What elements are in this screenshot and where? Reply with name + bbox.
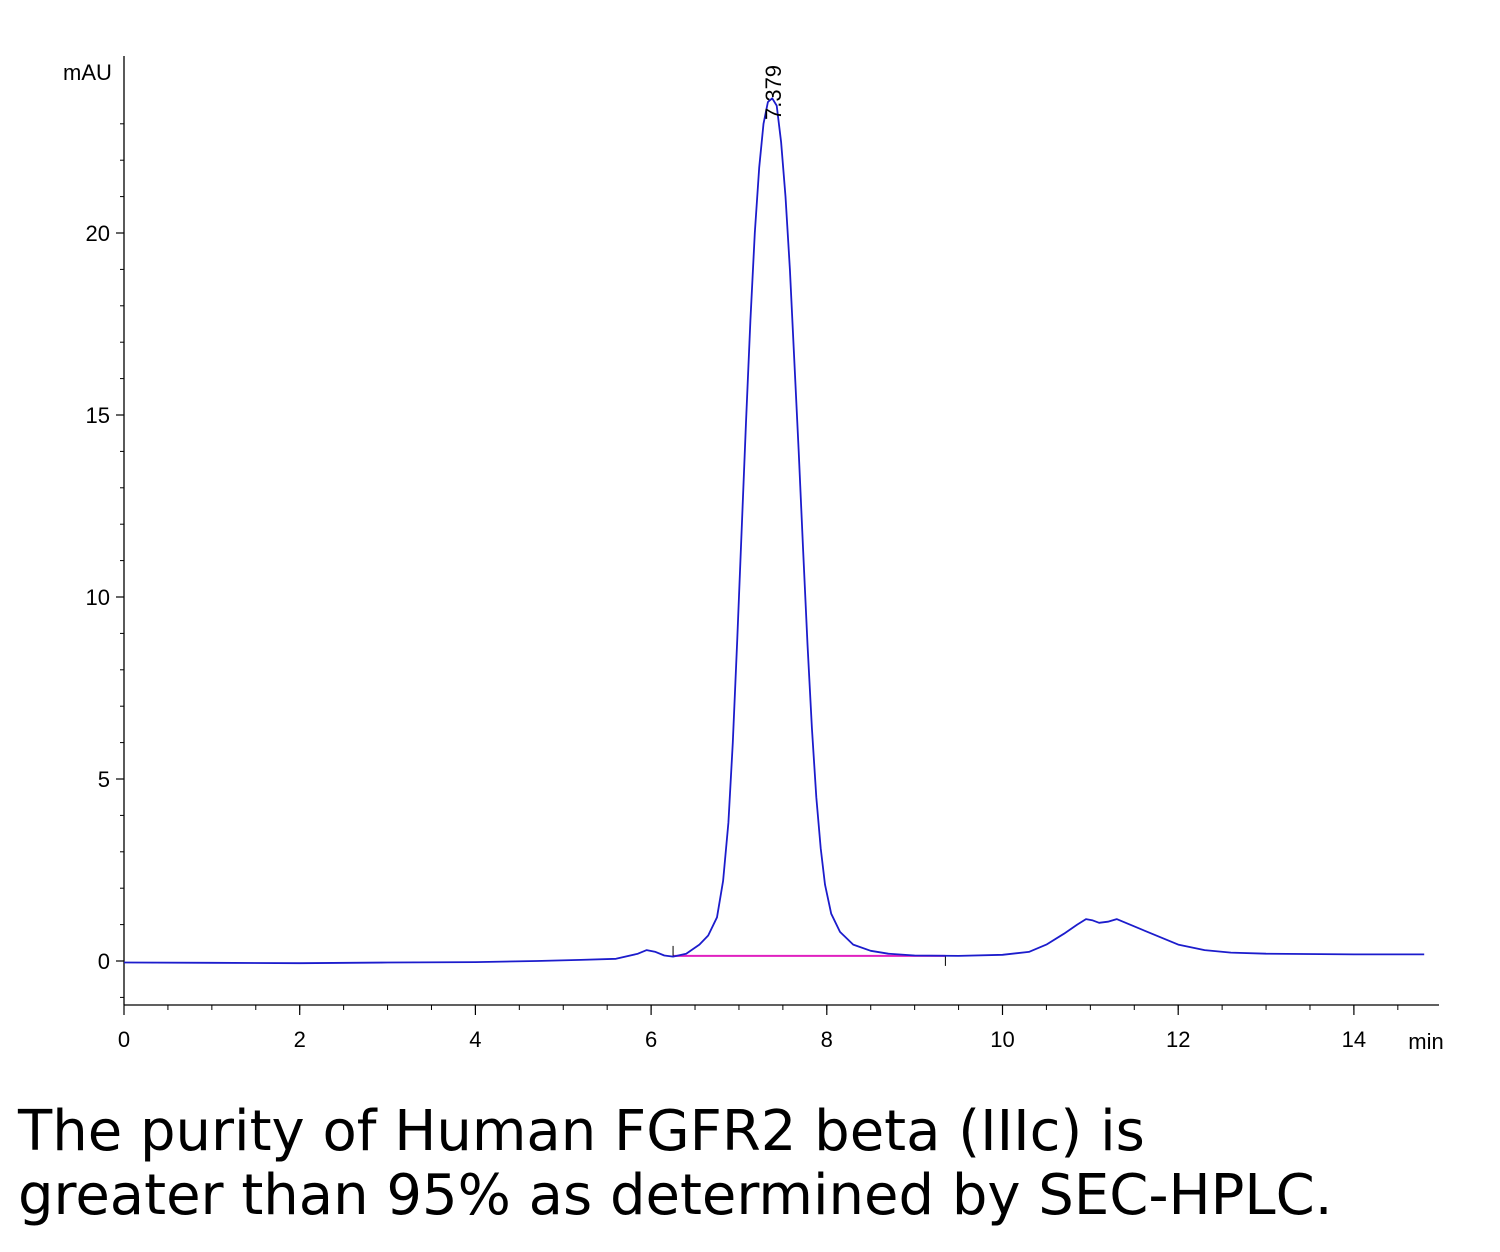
caption-line-2: greater than 95% as determined by SEC-HP… [18,1163,1333,1228]
x-tick-label: 8 [821,1027,833,1052]
y-tick-label: 15 [86,403,110,428]
caption-line-1: The purity of Human FGFR2 beta (IIIc) is [18,1099,1145,1164]
y-tick-label: 0 [98,949,110,974]
y-axis-unit-label: mAU [63,60,112,85]
x-tick-label: 2 [294,1027,306,1052]
x-tick-label: 6 [645,1027,657,1052]
y-tick-label: 5 [98,767,110,792]
peak-retention-label: 7.379 [761,65,786,120]
x-tick-label: 14 [1342,1027,1366,1052]
chromatogram-chart: 0 5 10 15 20 mAU 0 2 4 6 8 10 12 14 min 7.379 [63,56,1444,1054]
x-tick-label: 0 [118,1027,130,1052]
x-tick-label: 10 [990,1027,1014,1052]
x-tick-label: 4 [469,1027,481,1052]
chromatogram-trace-0 [123,97,1425,965]
x-tick-label: 12 [1166,1027,1190,1052]
y-tick-label: 10 [86,585,110,610]
purity-caption: The purity of Human FGFR2 beta (IIIc) is… [18,1100,1333,1228]
y-tick-label: 20 [86,221,110,246]
x-axis-unit-label: min [1408,1029,1443,1054]
